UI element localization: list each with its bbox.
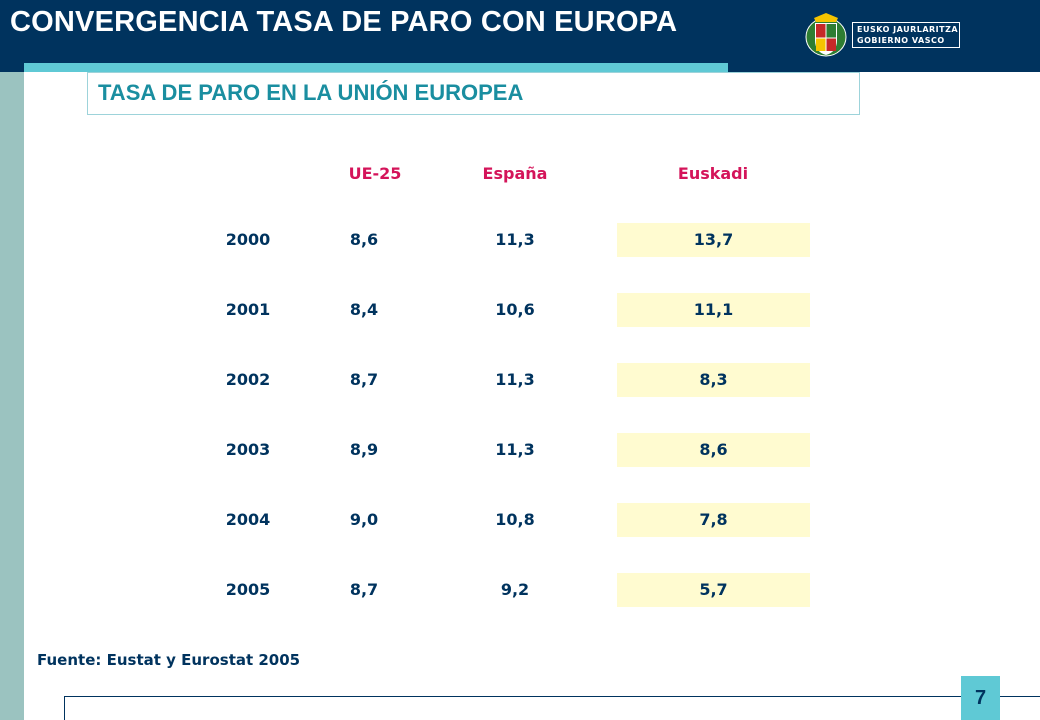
euskadi-cell: 8,3 bbox=[617, 363, 810, 397]
footer-tick bbox=[64, 696, 65, 720]
euskadi-cell: 13,7 bbox=[617, 223, 810, 257]
euskadi-cell: 7,8 bbox=[617, 503, 810, 537]
year-cell: 2004 bbox=[225, 510, 271, 529]
footer-line bbox=[64, 696, 1040, 697]
column-header-ue25: UE-25 bbox=[348, 164, 402, 183]
year-cell: 2003 bbox=[225, 440, 271, 459]
subtitle: TASA DE PARO EN LA UNIÓN EUROPEA bbox=[98, 80, 524, 105]
logo-text-box: EUSKO JAURLARITZA GOBIERNO VASCO bbox=[852, 22, 960, 48]
ue25-cell: 8,7 bbox=[349, 370, 379, 389]
subtitle-box: TASA DE PARO EN LA UNIÓN EUROPEA bbox=[87, 72, 860, 115]
column-header-espana: España bbox=[482, 164, 548, 183]
euskadi-cell: 5,7 bbox=[617, 573, 810, 607]
logo-line-1: EUSKO JAURLARITZA bbox=[857, 25, 959, 34]
page-number: 7 bbox=[961, 676, 1000, 720]
espana-cell: 11,3 bbox=[495, 440, 535, 459]
ue25-cell: 8,6 bbox=[349, 230, 379, 249]
espana-cell: 9,2 bbox=[500, 580, 530, 599]
year-cell: 2002 bbox=[225, 370, 271, 389]
page-title: CONVERGENCIA TASA DE PARO CON EUROPA bbox=[10, 6, 678, 38]
ue25-cell: 9,0 bbox=[349, 510, 379, 529]
ue25-cell: 8,4 bbox=[349, 300, 379, 319]
left-side-bar bbox=[0, 72, 24, 720]
header-accent-bar bbox=[24, 63, 728, 72]
coat-of-arms-icon bbox=[805, 13, 847, 57]
ue25-cell: 8,7 bbox=[349, 580, 379, 599]
year-cell: 2000 bbox=[225, 230, 271, 249]
year-cell: 2001 bbox=[225, 300, 271, 319]
euskadi-cell: 8,6 bbox=[617, 433, 810, 467]
espana-cell: 11,3 bbox=[495, 370, 535, 389]
source-note: Fuente: Eustat y Eurostat 2005 bbox=[37, 651, 301, 669]
logo-line-2: GOBIERNO VASCO bbox=[857, 36, 945, 45]
euskadi-cell: 11,1 bbox=[617, 293, 810, 327]
header-banner: CONVERGENCIA TASA DE PARO CON EUROPA EUS… bbox=[0, 0, 1040, 72]
espana-cell: 11,3 bbox=[495, 230, 535, 249]
column-header-euskadi: Euskadi bbox=[677, 164, 749, 183]
ue25-cell: 8,9 bbox=[349, 440, 379, 459]
year-cell: 2005 bbox=[225, 580, 271, 599]
gobierno-vasco-logo: EUSKO JAURLARITZA GOBIERNO VASCO bbox=[804, 12, 962, 58]
espana-cell: 10,8 bbox=[495, 510, 535, 529]
espana-cell: 10,6 bbox=[495, 300, 535, 319]
